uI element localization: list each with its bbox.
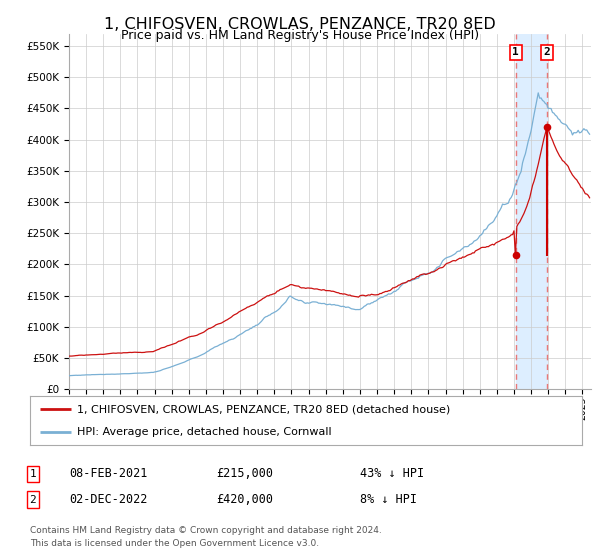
Text: 2: 2 — [29, 494, 37, 505]
Text: £420,000: £420,000 — [216, 493, 273, 506]
Text: 02-DEC-2022: 02-DEC-2022 — [69, 493, 148, 506]
Text: £215,000: £215,000 — [216, 467, 273, 480]
Text: 43% ↓ HPI: 43% ↓ HPI — [360, 467, 424, 480]
Bar — [515, 34, 547, 389]
Text: Price paid vs. HM Land Registry's House Price Index (HPI): Price paid vs. HM Land Registry's House … — [121, 29, 479, 42]
Text: 1: 1 — [29, 469, 37, 479]
Text: 8% ↓ HPI: 8% ↓ HPI — [360, 493, 417, 506]
Text: This data is licensed under the Open Government Licence v3.0.: This data is licensed under the Open Gov… — [30, 539, 319, 548]
Text: 1, CHIFOSVEN, CROWLAS, PENZANCE, TR20 8ED: 1, CHIFOSVEN, CROWLAS, PENZANCE, TR20 8E… — [104, 17, 496, 32]
Text: Contains HM Land Registry data © Crown copyright and database right 2024.: Contains HM Land Registry data © Crown c… — [30, 526, 382, 535]
Text: 2: 2 — [544, 47, 550, 57]
Text: HPI: Average price, detached house, Cornwall: HPI: Average price, detached house, Corn… — [77, 427, 332, 437]
Text: 1: 1 — [512, 47, 519, 57]
Text: 08-FEB-2021: 08-FEB-2021 — [69, 467, 148, 480]
Text: 1, CHIFOSVEN, CROWLAS, PENZANCE, TR20 8ED (detached house): 1, CHIFOSVEN, CROWLAS, PENZANCE, TR20 8E… — [77, 404, 450, 414]
